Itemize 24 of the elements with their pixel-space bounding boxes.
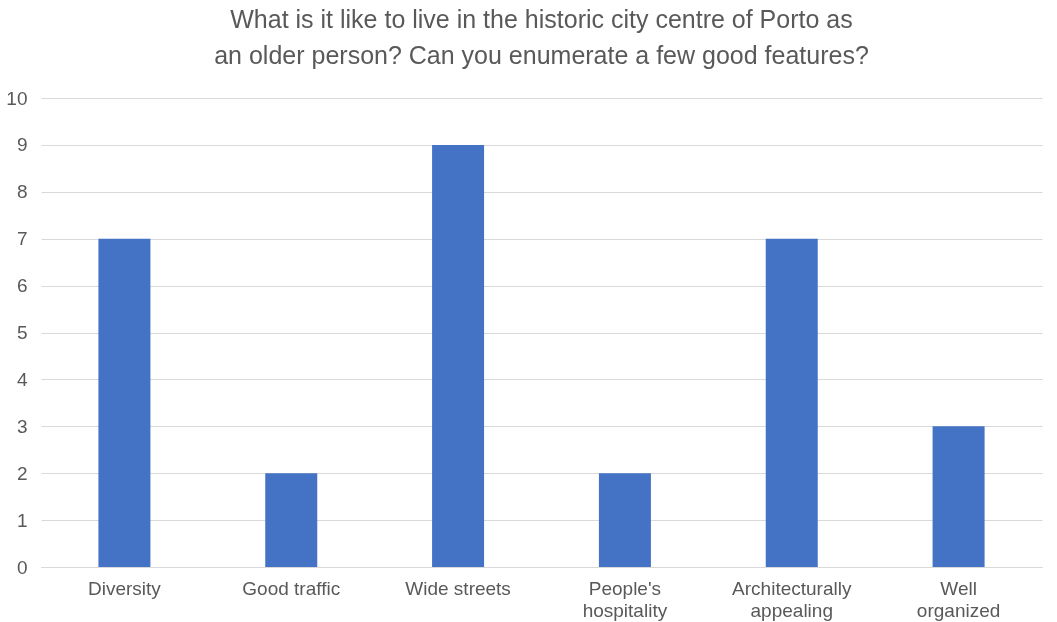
bar: [98, 238, 151, 567]
y-tick-label: 3: [16, 415, 28, 437]
x-tick-label: People's hospitality: [582, 577, 668, 621]
chart-title: What is it like to live in the historic city centre of Porto as an older person? Can you enumerate a few good features?: [214, 5, 869, 69]
bar: [765, 238, 818, 567]
y-tick-label: 7: [16, 228, 28, 250]
x-tick-label: Well organized: [916, 577, 1001, 621]
y-tick-label: 8: [16, 181, 28, 203]
bar: [432, 144, 485, 567]
x-tick-label: Diversity: [87, 577, 162, 599]
bar: [598, 473, 651, 567]
y-tick-label: 2: [16, 462, 28, 484]
bar: [932, 426, 985, 567]
x-tick-label: Good traffic: [242, 577, 341, 599]
y-tick-label: 10: [6, 87, 28, 109]
x-tick-label: Architecturally appealing: [732, 577, 852, 621]
y-tick-label: 0: [16, 556, 28, 578]
y-tick-label: 1: [16, 509, 28, 531]
bar: [265, 473, 318, 567]
y-tick-label: 5: [16, 322, 28, 343]
y-tick-label: 4: [16, 368, 28, 390]
x-tick-label: Wide streets: [405, 577, 511, 599]
y-tick-label: 6: [16, 275, 28, 297]
y-tick-label: 9: [16, 134, 28, 156]
